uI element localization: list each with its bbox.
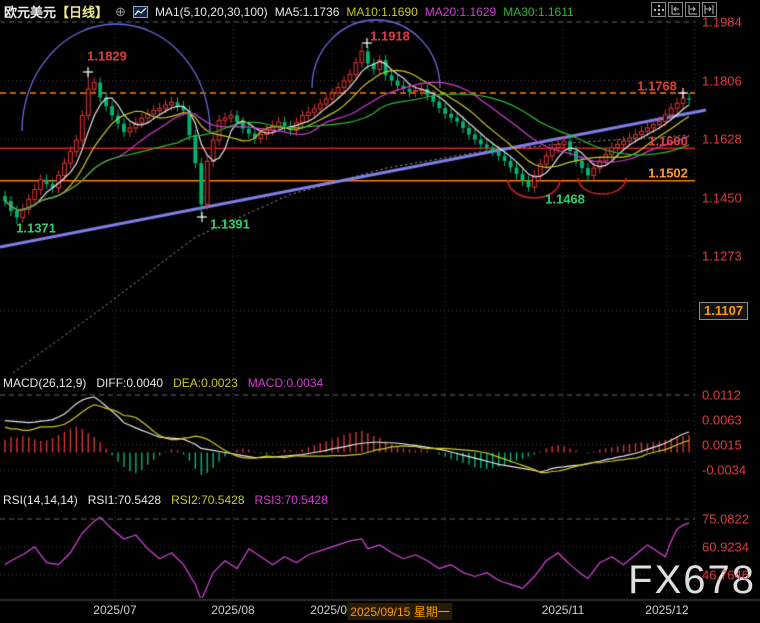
- crosshair-dots-icon[interactable]: [651, 2, 666, 17]
- ma5-readout: MA5:1.1736: [274, 5, 340, 19]
- rsi3-readout: RSI3:70.5428: [254, 493, 328, 507]
- rsi-header: RSI(14,14,14) RSI1:70.5428 RSI2:70.5428 …: [3, 493, 328, 507]
- rsi1-readout: RSI1:70.5428: [87, 493, 162, 507]
- x-axis-label: 2025/12: [645, 603, 689, 617]
- rsi-axis-label: 75.0822: [702, 511, 749, 527]
- watermark: FX678: [628, 558, 756, 602]
- price-annotation: 1.1502: [648, 165, 688, 181]
- top-bar: 欧元美元【日线】 ⊕ MA1(5,10,20,30,100) MA5:1.173…: [4, 2, 574, 22]
- macd-value-readout: MACD:0.0034: [247, 376, 324, 390]
- ma30-readout: MA30:1.1611: [503, 5, 574, 19]
- price-axis-label: 1.1273: [702, 248, 742, 264]
- symbol-title: 欧元美元【日线】: [4, 2, 108, 22]
- collapse-right-icon[interactable]: [702, 2, 717, 17]
- price-axis-label: 1.1984: [702, 14, 742, 30]
- macd-header: MACD(26,12,9) DIFF:0.0040 DEA:0.0023 MAC…: [3, 376, 323, 390]
- price-annotation: 1.1829: [87, 48, 127, 64]
- macd-axis-label: 0.0015: [702, 437, 742, 453]
- rsi-title[interactable]: RSI(14,14,14): [3, 493, 78, 507]
- symbol-name: 欧元美元: [4, 5, 57, 20]
- macd-axis-label: 0.0112: [702, 387, 741, 403]
- ma20-readout: MA20:1.1629: [424, 5, 497, 19]
- macd-title[interactable]: MACD(26,12,9): [3, 376, 87, 390]
- x-axis-label: 2025/07: [93, 603, 137, 617]
- macd-axis-label: -0.0034: [702, 462, 747, 478]
- chart-thumbnail-icon[interactable]: [132, 6, 148, 18]
- x-axis-label: 2025/09: [310, 603, 354, 617]
- axis-price-tag: 1.1107: [699, 302, 749, 320]
- rsi-axis-label: 46.7646: [702, 567, 749, 583]
- price-annotation: 1.1391: [210, 216, 250, 232]
- x-axis-label: 2025/11: [541, 603, 585, 617]
- axis-shift-left-icon[interactable]: [668, 2, 683, 17]
- price-axis-label: 1.1450: [702, 190, 742, 206]
- price-annotation: 1.1468: [545, 191, 585, 207]
- period-label: 【日线】: [56, 5, 109, 20]
- macd-dea-readout: DEA:0.0023: [173, 376, 238, 390]
- rsi2-readout: RSI2:70.5428: [171, 493, 245, 507]
- rsi-axis-label: 60.9234: [702, 539, 749, 555]
- macd-axis-label: 0.0063: [702, 412, 742, 428]
- price-annotation: 1.1600: [648, 133, 688, 149]
- price-axis-label: 1.1628: [702, 131, 742, 147]
- macd-diff-readout: DIFF:0.0040: [96, 376, 164, 390]
- x-axis-highlight-label: 2025/09/15 星期一: [347, 603, 453, 620]
- ma-group-label[interactable]: MA1(5,10,20,30,100): [154, 5, 268, 19]
- ma10-readout: MA10:1.1690: [346, 5, 418, 19]
- price-annotation: 1.1768: [637, 78, 677, 94]
- price-axis-label: 1.1806: [702, 73, 742, 89]
- price-annotation: 1.1918: [370, 28, 410, 44]
- price-annotation: 1.1371: [16, 220, 56, 236]
- axis-shift-right-icon[interactable]: [685, 2, 700, 17]
- add-indicator-icon[interactable]: ⊕: [115, 4, 126, 19]
- chart-toolbar: [651, 2, 717, 17]
- x-axis-label: 2025/08: [211, 603, 255, 617]
